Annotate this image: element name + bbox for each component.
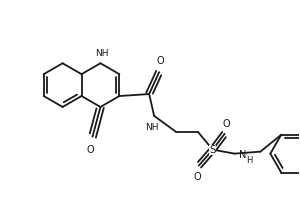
Text: H: H (247, 156, 253, 165)
Text: O: O (87, 145, 94, 155)
Text: NH: NH (146, 123, 159, 132)
Text: O: O (223, 119, 230, 129)
Text: NH: NH (95, 49, 108, 58)
Text: O: O (193, 172, 201, 182)
Text: O: O (156, 56, 164, 66)
Text: N: N (238, 150, 246, 160)
Text: S: S (209, 145, 216, 155)
